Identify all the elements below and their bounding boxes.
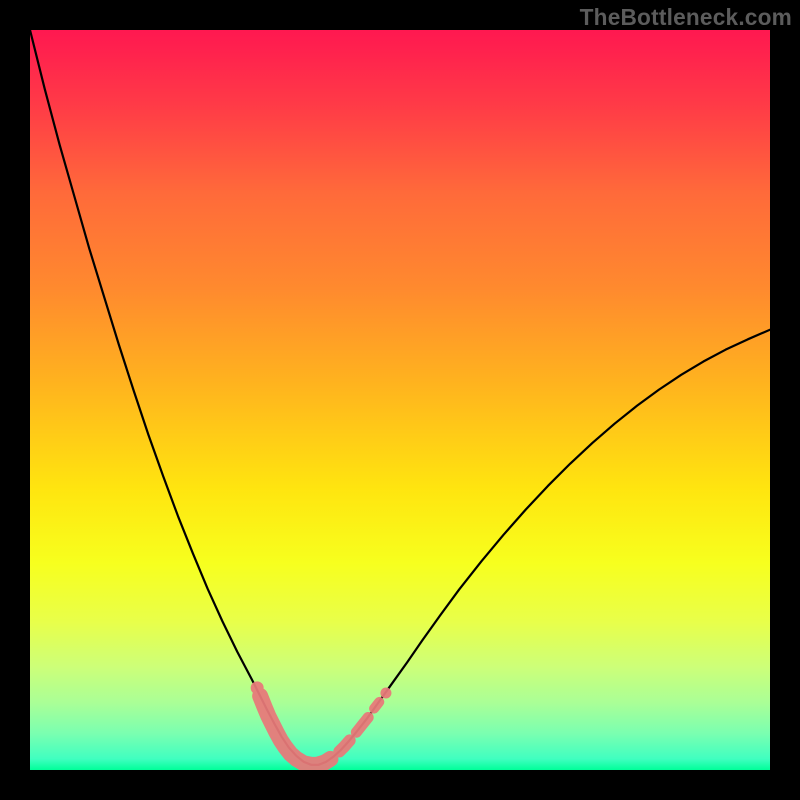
watermark-text: TheBottleneck.com [580,4,792,31]
bead-segment [356,717,368,732]
bead-markers [251,681,392,764]
curve-layer [30,30,770,770]
bead-segment [339,740,349,751]
bead-dot [380,688,391,699]
bead-dot [251,681,264,694]
chart-frame: TheBottleneck.com [0,0,800,800]
bottleneck-curve [30,30,770,765]
bead-segment [260,696,330,765]
plot-area [30,30,770,770]
bead-segment [374,702,379,709]
